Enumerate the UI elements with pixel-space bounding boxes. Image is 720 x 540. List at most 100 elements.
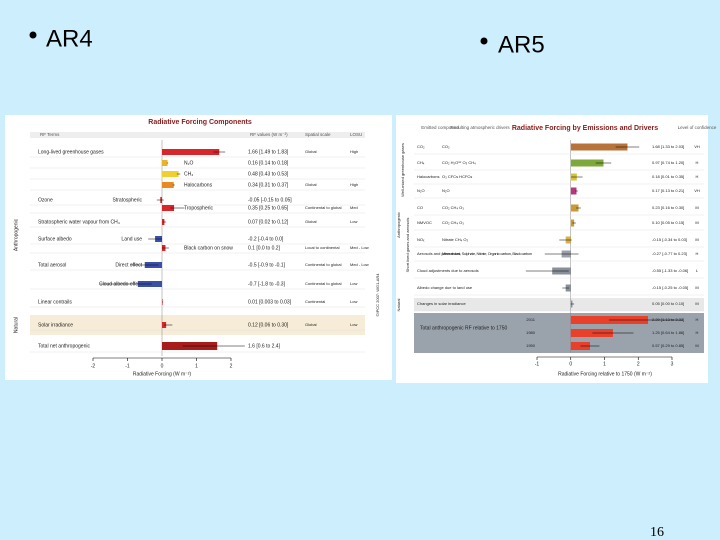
compound: NMVOC (417, 220, 432, 225)
rf-value: 0.35 [0.25 to 0.65] (248, 205, 289, 211)
confidence: VH (694, 188, 700, 193)
group-label: Short lived gases and aerosols (405, 218, 410, 273)
losu: Med - Low (350, 245, 369, 250)
confidence: H (696, 160, 699, 165)
bar (162, 182, 174, 188)
bar (162, 205, 175, 211)
rf-value: 0.10 [0.05 to 0.15] (652, 220, 684, 225)
x-tick-label: 0 (569, 361, 572, 367)
bullet (480, 37, 488, 45)
rf-value: 0.1 [0.0 to 0.2] (248, 245, 281, 251)
drivers: Albedo change due to land use (417, 285, 473, 290)
drivers: Changes in solar irradiance (417, 301, 466, 306)
rf-value: 1.6 [0.6 to 2.4] (248, 343, 281, 349)
rf-term: Solar irradiance (38, 322, 73, 328)
rf-term: Stratospheric water vapour from CH₄ (38, 219, 120, 225)
header-band (30, 132, 365, 138)
losu: Low (350, 322, 357, 327)
bar (570, 204, 579, 212)
rf-term: Total net anthropogenic (38, 343, 90, 349)
column-header: Resulting atmospheric drivers (450, 125, 510, 130)
column-header: RF Terms (40, 132, 60, 137)
spatial-scale: Global (305, 182, 317, 187)
rf-component: Stratospheric (113, 197, 143, 203)
rf-value: 0.16 [0.14 to 0.18] (248, 160, 289, 166)
rf-value: 0.18 [0.01 to 0.35] (652, 174, 684, 179)
confidence: H (696, 317, 699, 322)
x-tick-label: 1 (603, 361, 606, 367)
losu: Low (350, 219, 357, 224)
drivers: CO₂ H₂Oˢᵗʳ O₃ CH₄ (442, 160, 476, 165)
drivers: CO₂ CH₄ O₃ (442, 205, 464, 210)
rf-component: N₂O (184, 160, 194, 166)
rf-component: Cloud albedo effect (99, 281, 143, 287)
rf-value: 0.23 [0.16 to 0.30] (652, 205, 684, 210)
bar (570, 143, 628, 151)
rf-value: 0.01 [0.003 to 0.03] (248, 299, 292, 305)
bullet-text: AR5 (498, 31, 545, 58)
rf-term: Surface albedo (38, 236, 72, 242)
losu: High (350, 182, 358, 187)
rf-value: -0.55 [-1.33 to -0.06] (652, 268, 688, 273)
group-label: Natural (396, 298, 401, 311)
spatial-scale: Global (305, 149, 317, 154)
confidence: M (695, 343, 698, 348)
natural-band (414, 298, 704, 311)
group-label: Natural (13, 317, 19, 333)
rf-value: 1.25 [0.64 to 1.86] (652, 330, 684, 335)
drivers: Nitrate CH₄ O₃ (442, 237, 469, 242)
losu: High (350, 149, 358, 154)
rf-term: Ozone (38, 197, 53, 203)
spatial-scale: Continental to global (305, 262, 342, 267)
drivers: Cloud adjustments due to aerosols (417, 268, 479, 273)
x-tick-label: 3 (671, 361, 674, 367)
column-header: LOSU (350, 132, 362, 137)
compound: CO (417, 205, 423, 210)
copyright: ©IPCC 2007: WG1-AR4 (375, 273, 380, 317)
rf-value: 0.48 [0.43 to 0.53] (248, 171, 289, 177)
rf-value: -0.05 [-0.15 to 0.05] (248, 197, 292, 203)
confidence: M (695, 285, 698, 290)
totals-band (414, 313, 704, 353)
confidence: H (696, 330, 699, 335)
rf-value: 2.29 [1.13 to 3.33] (652, 317, 684, 322)
rf-value: 1.66 [1.49 to 1.83] (248, 149, 289, 155)
compound: NOₓ (417, 237, 425, 242)
x-tick-label: -2 (91, 363, 96, 369)
confidence: M (695, 237, 698, 242)
drivers: Mineral dust, Sulphate, Nitrate, Organic… (442, 251, 532, 256)
rf-value: 0.07 [0.02 to 0.12] (248, 219, 289, 225)
rf-component: Black carbon on snow (184, 245, 233, 251)
spatial-scale: Continental (305, 299, 325, 304)
losu: Med (350, 205, 358, 210)
column-header: Emitted compound (421, 125, 459, 130)
confidence: L (696, 268, 699, 273)
chart-title: Radiative Forcing Components (148, 119, 252, 126)
rf-term: Long-lived greenhouse gases (38, 149, 104, 155)
rf-term: Total aerosol (38, 262, 66, 268)
totals-label: Total anthropogenic RF relative to 1750 (420, 325, 507, 331)
compound: Aerosols and precursors (417, 251, 460, 256)
rf-component: Land use (121, 236, 142, 242)
losu: Low (350, 281, 357, 286)
confidence: M (695, 220, 698, 225)
bar (162, 171, 179, 177)
x-tick-label: 2 (637, 361, 640, 367)
spatial-scale: Local to continental (305, 245, 340, 250)
spatial-scale: Global (305, 322, 317, 327)
x-axis-label: Radiative Forcing (W m⁻²) (133, 371, 192, 377)
confidence: M (695, 205, 698, 210)
drivers: CO₂ CH₄ O₃ (442, 220, 464, 225)
rf-value: -0.15 [-0.34 to 0.03] (652, 237, 687, 242)
rf-component: Halocarbons (184, 182, 213, 188)
rf-value: -0.2 [-0.4 to 0.0] (248, 236, 284, 242)
x-tick-label: 0 (161, 363, 164, 369)
compound: CH₄ (417, 160, 425, 165)
losu: Low (350, 299, 357, 304)
rf-value: 0.34 [0.31 to 0.37] (248, 182, 289, 188)
bar (570, 159, 604, 167)
bar (570, 187, 577, 195)
x-axis-label: Radiative Forcing relative to 1750 (W m⁻… (558, 371, 652, 377)
chart-title: Radiative Forcing by Emissions and Drive… (512, 125, 658, 132)
